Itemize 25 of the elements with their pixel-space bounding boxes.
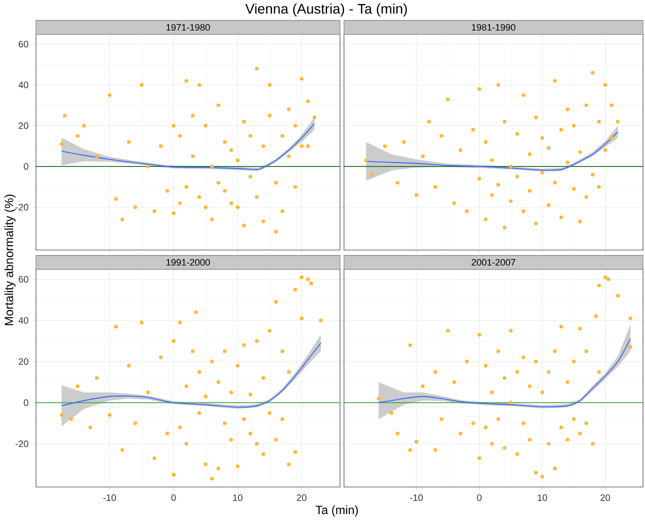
y-tick-label: 20 <box>18 358 28 365</box>
x-axis-title: Ta (min) <box>316 505 358 517</box>
y-tick-label: 40 <box>18 317 28 324</box>
y-tick-label: 0 <box>24 163 28 170</box>
x-tick-label: -10 <box>410 494 423 501</box>
y-tick-label: 20 <box>18 122 28 129</box>
x-tick-label: 20 <box>600 494 610 501</box>
x-tick-label: -10 <box>103 494 116 501</box>
chart-subtitle: 1991-2000 <box>166 259 210 266</box>
chart-title: Vienna (Austria) - Ta (min) <box>245 4 407 16</box>
y-tick-label: 0 <box>24 399 28 406</box>
x-tick-label: 0 <box>477 494 482 501</box>
y-tick-label: -20 <box>16 204 28 210</box>
x-tick-label: 0 <box>171 494 176 501</box>
x-tick-label: 20 <box>296 494 306 501</box>
y-axis-title: Mortality abnormality (%) <box>4 194 16 326</box>
y-tick-label: 60 <box>18 276 28 283</box>
chart-subtitle: 1981-1990 <box>472 24 516 31</box>
x-tick-label: 10 <box>538 494 548 501</box>
chart-subtitle: 1971-1980 <box>166 24 210 31</box>
chart-subtitle: 2001-2007 <box>472 259 516 266</box>
y-tick-label: -20 <box>16 440 28 448</box>
x-tick-label: 10 <box>233 494 242 501</box>
y-tick-label: 60 <box>18 40 28 48</box>
y-tick-label: 40 <box>18 82 28 88</box>
